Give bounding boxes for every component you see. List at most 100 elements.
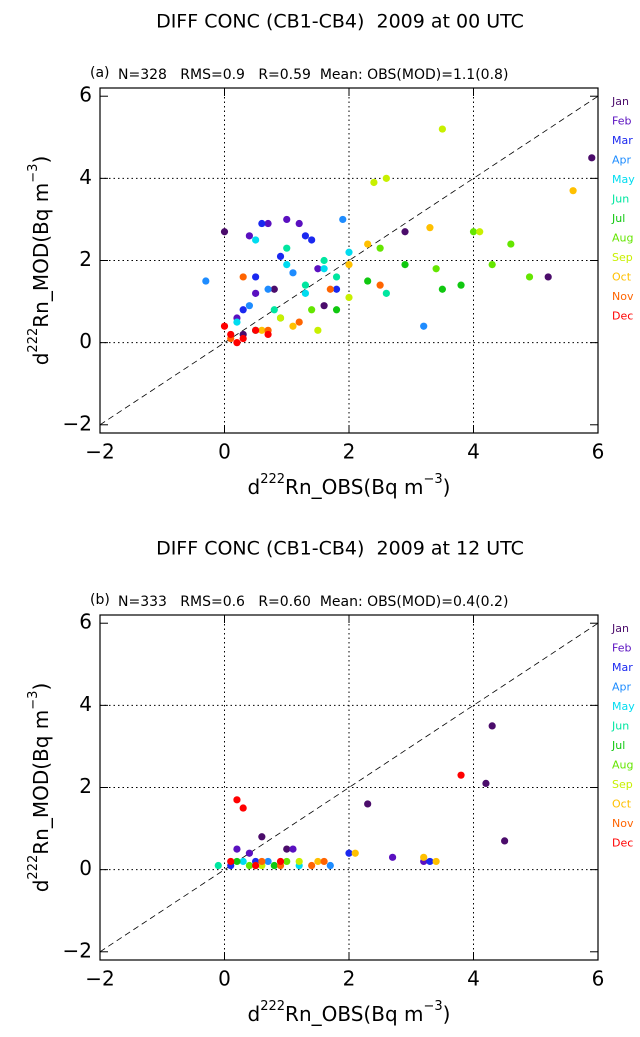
superscript: −3 — [26, 164, 41, 183]
scatter-point — [426, 857, 434, 866]
legend-entry: Jun — [611, 193, 629, 206]
legend-entry: Nov — [612, 290, 634, 303]
scatter-point — [227, 330, 235, 339]
scatter-point — [301, 232, 310, 240]
scatter-point — [289, 845, 297, 853]
scatter-point — [252, 236, 260, 244]
scatter-point — [239, 306, 247, 314]
scatter-point — [264, 219, 272, 228]
scatter-point — [233, 845, 241, 853]
scatter-point — [283, 215, 291, 224]
scatter-point — [320, 256, 328, 265]
label-part: ) — [29, 156, 53, 164]
scatter-point — [525, 273, 534, 281]
scatter-point — [488, 722, 496, 730]
scatter-point — [469, 228, 478, 236]
scatter-point — [264, 857, 272, 866]
scatter-point — [501, 837, 509, 845]
scatter-point — [569, 187, 577, 195]
scatter-point — [289, 322, 297, 330]
legend-entry: Nov — [612, 817, 634, 830]
legend-entry: Oct — [612, 271, 632, 284]
legend-entry: Mar — [612, 661, 633, 674]
legend-entry: Dec — [612, 837, 633, 850]
scatter-point — [345, 849, 353, 857]
panel-label: (a) — [90, 65, 110, 81]
scatter-point — [301, 281, 310, 289]
scatter-point — [283, 261, 291, 269]
legend-entry: Mar — [612, 134, 633, 147]
superscript: 222 — [260, 472, 285, 487]
scatter-point — [314, 265, 322, 273]
y-tick-label: 2 — [79, 247, 92, 271]
scatter-point — [320, 302, 328, 310]
legend-entry: May — [612, 700, 635, 713]
x-tick-label: 6 — [592, 967, 605, 991]
legend-entry: Feb — [612, 642, 631, 655]
scatter-point — [233, 339, 241, 347]
legend-entry: Jan — [611, 95, 629, 108]
legend-entry: Oct — [612, 798, 632, 811]
legend-entry: Jul — [611, 739, 625, 752]
x-tick-label: 0 — [218, 440, 231, 464]
scatter-point — [264, 330, 272, 339]
scatter-point — [320, 857, 328, 866]
label-part: d — [248, 475, 261, 499]
scatter-point — [252, 289, 260, 297]
scatter-point — [233, 857, 241, 866]
scatter-point — [351, 849, 359, 857]
scatter-point — [388, 853, 397, 861]
legend-entry: Jan — [611, 622, 629, 635]
scatter-point — [326, 285, 334, 293]
legend-entry: Sep — [612, 251, 633, 264]
x-tick-label: 4 — [467, 440, 480, 464]
scatter-point — [401, 261, 409, 269]
scatter-point — [270, 285, 278, 293]
label-part: ) — [443, 475, 451, 499]
annotation: N=328 RMS=0.9 R=0.59 Mean: OBS(MOD)=1.1(… — [118, 67, 508, 83]
axis-title: d222Rn_MOD(Bq m−3) — [26, 683, 53, 893]
scatter-point — [258, 833, 266, 841]
x-tick-label: 6 — [592, 440, 605, 464]
scatter-point — [239, 273, 247, 281]
x-tick-label: −2 — [85, 440, 114, 464]
legend-entry: Jul — [611, 212, 625, 225]
scatter-point — [345, 248, 353, 256]
scatter-point — [420, 322, 428, 330]
scatter-point — [432, 857, 440, 866]
scatter-point — [245, 232, 253, 240]
scatter-point — [295, 857, 303, 866]
label-part: Rn_OBS(Bq m — [285, 1002, 423, 1026]
y-tick-label: 0 — [79, 856, 92, 880]
scatter-point — [507, 240, 515, 248]
scatter-point — [283, 244, 291, 252]
scatter-point — [258, 219, 266, 228]
legend-entry: Feb — [612, 115, 631, 128]
scatter-point — [276, 857, 285, 866]
scatter-point — [364, 240, 372, 248]
axis-title: d222Rn_OBS(Bq m−3) — [248, 472, 451, 499]
scatter-point — [276, 314, 285, 322]
legend-entry: Apr — [612, 681, 632, 694]
scatter-point — [245, 849, 253, 857]
label-part: ) — [443, 1002, 451, 1026]
scatter-point — [245, 861, 253, 870]
scatter-point — [482, 779, 490, 787]
legend-entry: Aug — [612, 232, 633, 245]
scatter-point — [476, 228, 484, 236]
scatter-point — [245, 302, 253, 310]
scatter-point — [227, 857, 235, 866]
scatter-point — [220, 228, 229, 236]
label-part: d — [248, 1002, 261, 1026]
scatter-point — [283, 857, 291, 866]
superscript: −3 — [423, 472, 442, 487]
y-tick-label: 6 — [79, 610, 92, 634]
label-part: d — [29, 353, 53, 366]
y-tick-label: 2 — [79, 774, 92, 798]
scatter-point — [488, 261, 496, 269]
x-tick-label: 0 — [218, 967, 231, 991]
scatter-point — [420, 853, 428, 861]
scatter-point — [345, 293, 353, 302]
scatter-point — [308, 861, 316, 870]
